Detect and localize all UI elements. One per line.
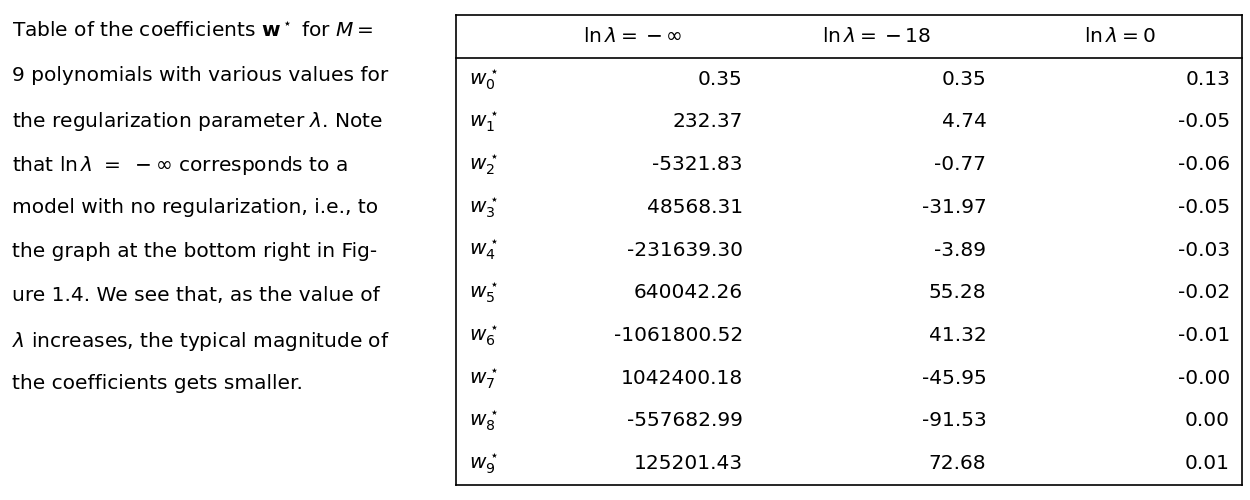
Text: $w_7^\star$: $w_7^\star$ xyxy=(469,366,499,390)
Text: 4.74: 4.74 xyxy=(941,112,986,132)
Text: $\ln \lambda = -18$: $\ln \lambda = -18$ xyxy=(822,27,931,46)
Text: -91.53: -91.53 xyxy=(921,412,986,430)
Text: -557682.99: -557682.99 xyxy=(628,412,742,430)
Text: 0.01: 0.01 xyxy=(1185,454,1230,473)
Text: $\ln \lambda = 0$: $\ln \lambda = 0$ xyxy=(1084,27,1156,46)
Text: 232.37: 232.37 xyxy=(672,112,742,132)
Text: 0.00: 0.00 xyxy=(1185,412,1230,430)
Text: model with no regularization, i.e., to: model with no regularization, i.e., to xyxy=(12,198,378,217)
Text: $w_9^\star$: $w_9^\star$ xyxy=(469,451,499,476)
Text: -5321.83: -5321.83 xyxy=(652,155,742,174)
Text: $w_2^\star$: $w_2^\star$ xyxy=(469,152,499,177)
Text: -0.77: -0.77 xyxy=(935,155,986,174)
Text: $w_0^\star$: $w_0^\star$ xyxy=(469,66,499,92)
Text: -0.02: -0.02 xyxy=(1178,283,1230,302)
Text: 72.68: 72.68 xyxy=(929,454,986,473)
Text: that $\ln \lambda \ = \ -\infty$ corresponds to a: that $\ln \lambda \ = \ -\infty$ corresp… xyxy=(12,154,348,177)
Text: -0.01: -0.01 xyxy=(1178,326,1230,345)
Text: Table of the coefficients $\mathbf{w}^\star$ for $M =$: Table of the coefficients $\mathbf{w}^\s… xyxy=(12,22,374,42)
Text: 0.35: 0.35 xyxy=(941,70,986,88)
Text: -31.97: -31.97 xyxy=(921,198,986,217)
Text: 48568.31: 48568.31 xyxy=(646,198,742,217)
Text: the coefficients gets smaller.: the coefficients gets smaller. xyxy=(12,374,302,393)
Text: $\lambda$ increases, the typical magnitude of: $\lambda$ increases, the typical magnitu… xyxy=(12,330,390,353)
Text: $w_6^\star$: $w_6^\star$ xyxy=(469,323,499,348)
Text: 0.13: 0.13 xyxy=(1185,70,1230,88)
Text: 9 polynomials with various values for: 9 polynomials with various values for xyxy=(12,66,389,85)
Text: -1061800.52: -1061800.52 xyxy=(614,326,742,345)
Text: 41.32: 41.32 xyxy=(929,326,986,345)
Text: $\ln \lambda = -\infty$: $\ln \lambda = -\infty$ xyxy=(584,27,682,46)
Text: $w_8^\star$: $w_8^\star$ xyxy=(469,408,499,434)
Text: -0.05: -0.05 xyxy=(1178,198,1230,217)
Text: ure 1.4. We see that, as the value of: ure 1.4. We see that, as the value of xyxy=(12,286,380,305)
Text: 0.35: 0.35 xyxy=(698,70,742,88)
Text: -45.95: -45.95 xyxy=(921,368,986,388)
Text: -3.89: -3.89 xyxy=(935,240,986,260)
Text: $w_1^\star$: $w_1^\star$ xyxy=(469,110,499,134)
Text: 1042400.18: 1042400.18 xyxy=(620,368,742,388)
Text: -0.05: -0.05 xyxy=(1178,112,1230,132)
Text: $w_5^\star$: $w_5^\star$ xyxy=(469,280,499,305)
Text: 640042.26: 640042.26 xyxy=(634,283,742,302)
Text: -0.06: -0.06 xyxy=(1178,155,1230,174)
Text: -0.03: -0.03 xyxy=(1178,240,1230,260)
Text: 55.28: 55.28 xyxy=(929,283,986,302)
Text: $w_3^\star$: $w_3^\star$ xyxy=(469,195,499,220)
Text: 125201.43: 125201.43 xyxy=(634,454,742,473)
Text: the graph at the bottom right in Fig-: the graph at the bottom right in Fig- xyxy=(12,242,378,261)
Text: the regularization parameter $\lambda$. Note: the regularization parameter $\lambda$. … xyxy=(12,110,384,133)
Text: -231639.30: -231639.30 xyxy=(626,240,742,260)
Text: $w_4^\star$: $w_4^\star$ xyxy=(469,238,499,262)
Text: -0.00: -0.00 xyxy=(1178,368,1230,388)
